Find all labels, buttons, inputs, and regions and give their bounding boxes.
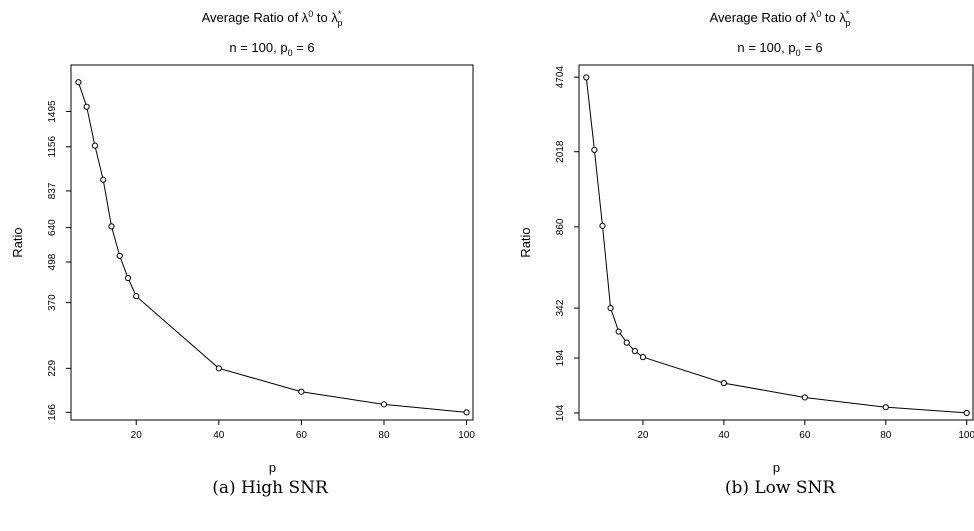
series-line xyxy=(585,77,967,414)
x-axis-label: p xyxy=(269,460,276,475)
y-tick-label: 194 xyxy=(555,349,566,366)
x-tick-label: 60 xyxy=(296,430,308,441)
y-tick-label: 370 xyxy=(47,294,58,311)
data-point xyxy=(380,401,388,408)
y-axis-label: Ratio xyxy=(10,227,25,257)
data-point xyxy=(75,79,82,86)
x-tick-label: 100 xyxy=(458,430,475,441)
data-point xyxy=(116,252,123,259)
data-point xyxy=(215,365,222,372)
data-point xyxy=(124,274,132,282)
y-tick-label: 837 xyxy=(47,182,58,199)
y-tick-label: 229 xyxy=(47,360,58,377)
data-point xyxy=(639,354,647,361)
data-point xyxy=(607,304,614,312)
data-point xyxy=(591,146,598,153)
y-tick-label: 4704 xyxy=(555,66,566,89)
chart-subtitle: n = 100, p0 = 6 xyxy=(229,40,314,58)
y-tick-label: 342 xyxy=(555,299,566,316)
data-point xyxy=(963,409,970,417)
data-point xyxy=(298,388,305,395)
x-tick-label: 40 xyxy=(213,430,225,441)
y-tick-label: 860 xyxy=(555,218,566,235)
y-tick-label: 166 xyxy=(47,404,58,421)
x-tick-label: 60 xyxy=(799,430,811,441)
x-axis-label: p xyxy=(773,460,780,475)
y-tick-label: 1156 xyxy=(47,136,58,158)
data-point xyxy=(108,223,115,230)
y-axis-label: Ratio xyxy=(518,227,533,257)
data-point xyxy=(882,404,889,411)
x-tick-label: 80 xyxy=(378,430,390,441)
chart-panel-low-snr: Average Ratio of λ0 to λ* p n = 100, p0 = … xyxy=(518,9,974,475)
data-point xyxy=(615,328,622,335)
y-tick-label: 2018 xyxy=(555,140,566,163)
y-tick-label: 640 xyxy=(47,219,58,236)
plot-frame xyxy=(70,64,474,421)
chart-title: Average Ratio of λ0 to λ* p xyxy=(710,9,851,28)
data-point xyxy=(801,394,808,401)
data-point xyxy=(133,293,140,300)
y-tick-label: 1495 xyxy=(47,100,58,123)
data-point xyxy=(720,379,727,387)
data-point xyxy=(463,409,470,416)
x-tick-label: 20 xyxy=(131,430,143,441)
y-tick-label: 498 xyxy=(47,253,58,270)
x-tick-label: 100 xyxy=(958,430,974,441)
data-point xyxy=(631,347,638,355)
caption-high-snr: (a) High SNR xyxy=(212,478,328,498)
data-point xyxy=(83,103,90,110)
x-tick-label: 40 xyxy=(718,430,730,441)
data-point xyxy=(599,222,606,229)
series-line xyxy=(77,82,467,413)
data-point xyxy=(623,339,630,346)
caption-low-snr: (b) Low SNR xyxy=(724,478,836,498)
data-point xyxy=(91,142,99,149)
x-tick-label: 20 xyxy=(637,430,649,441)
chart-title: Average Ratio of λ0 to λ* p xyxy=(202,9,343,28)
x-tick-label: 80 xyxy=(880,430,892,441)
chart-subtitle: n = 100, p0 = 6 xyxy=(737,40,822,58)
data-point xyxy=(583,74,590,81)
data-point xyxy=(100,176,107,183)
chart-panel-high-snr: Average Ratio of λ0 to λ* p n = 100, p0 = … xyxy=(10,9,475,475)
y-tick-label: 104 xyxy=(555,404,566,421)
plot-frame xyxy=(578,64,974,421)
